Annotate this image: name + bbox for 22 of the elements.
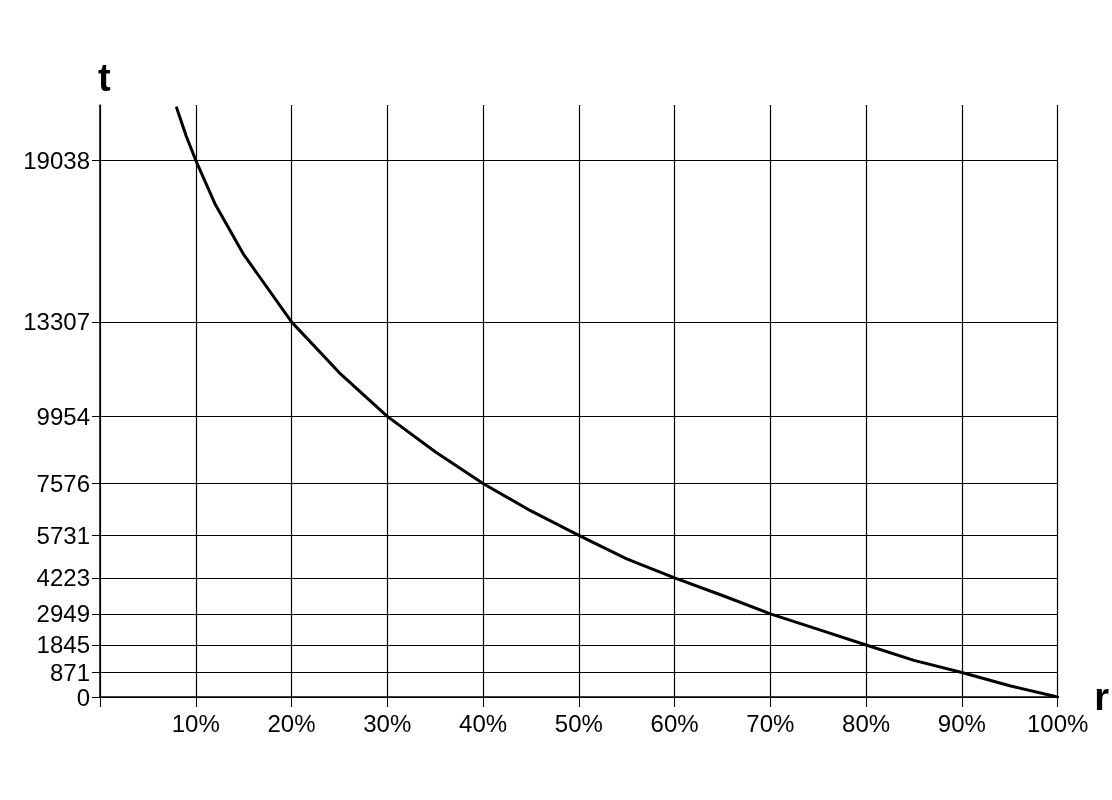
- y-axis-title: t: [98, 57, 111, 99]
- x-axis-title: r: [1094, 676, 1110, 718]
- y-tick-label: 2949: [36, 600, 90, 628]
- x-tick-label: 90%: [937, 709, 986, 737]
- y-tick-label: 5731: [36, 521, 90, 549]
- x-tick-label: 60%: [650, 709, 699, 737]
- x-tick-label: 30%: [363, 709, 412, 737]
- x-tick-label: 70%: [746, 709, 795, 737]
- x-tick-label: 40%: [459, 709, 508, 737]
- x-tick-label: 100%: [1026, 709, 1089, 737]
- x-tick-label: 80%: [842, 709, 891, 737]
- y-tick-label: 19038: [23, 146, 90, 174]
- y-tick-label: 1845: [36, 631, 90, 659]
- x-tick-label: 50%: [554, 709, 603, 737]
- x-tick-label: 10%: [171, 709, 220, 737]
- y-tick-label: 0: [76, 683, 90, 711]
- y-tick-label: 13307: [23, 308, 90, 336]
- y-tick-label: 4223: [36, 564, 90, 592]
- y-tick-label: 871: [49, 658, 90, 686]
- y-tick-label: 7576: [36, 469, 90, 497]
- x-tick-label: 20%: [267, 709, 316, 737]
- y-tick-label: 9954: [36, 402, 90, 430]
